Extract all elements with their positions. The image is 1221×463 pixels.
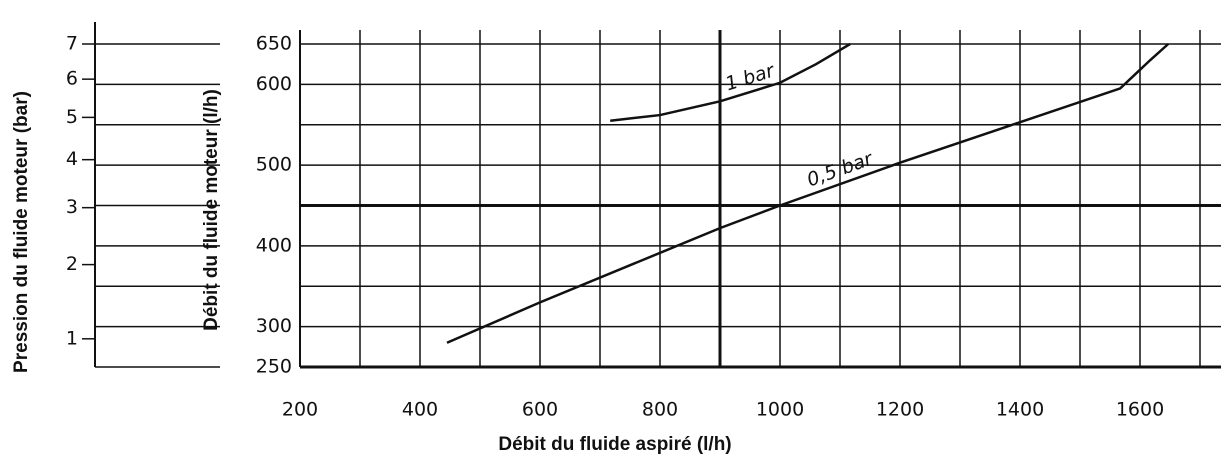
y2-tick-label: 5 <box>66 106 78 128</box>
x-tick-label: 200 <box>282 399 318 421</box>
x-axis-label: Débit du fluide aspiré (l/h) <box>498 434 731 455</box>
line-series <box>610 42 851 122</box>
y-tick-label: 400 <box>256 234 292 256</box>
x-tick-label: 800 <box>642 399 678 421</box>
y2-tick-label: 6 <box>66 68 78 90</box>
x-tick-label: 400 <box>402 399 438 421</box>
y2-tick-label: 4 <box>66 148 78 170</box>
y-tick-label: 650 <box>256 33 292 55</box>
x-tick-label: 1200 <box>876 399 924 421</box>
x-tick-label: 1400 <box>996 399 1044 421</box>
y2-tick-label: 1 <box>66 327 78 349</box>
y2-tick-label: 3 <box>66 196 78 218</box>
y2-tick-label: 7 <box>66 33 78 55</box>
x-tick-label: 1000 <box>756 399 804 421</box>
y-tick-label: 600 <box>256 73 292 95</box>
y-tick-label: 300 <box>256 315 292 337</box>
y-tick-label: 500 <box>256 154 292 176</box>
y2-axis-label: Pression du fluide moteur (bar) <box>11 91 32 373</box>
y2-tick-label: 2 <box>66 253 78 275</box>
series-label: 1 bar <box>723 59 778 95</box>
line-series <box>446 43 1170 344</box>
x-tick-label: 600 <box>522 399 558 421</box>
y-axis-label: Débit du fluide moteur (l/h) <box>201 89 222 331</box>
y-tick-label: 250 <box>256 356 292 378</box>
x-tick-label: 1600 <box>1116 399 1164 421</box>
